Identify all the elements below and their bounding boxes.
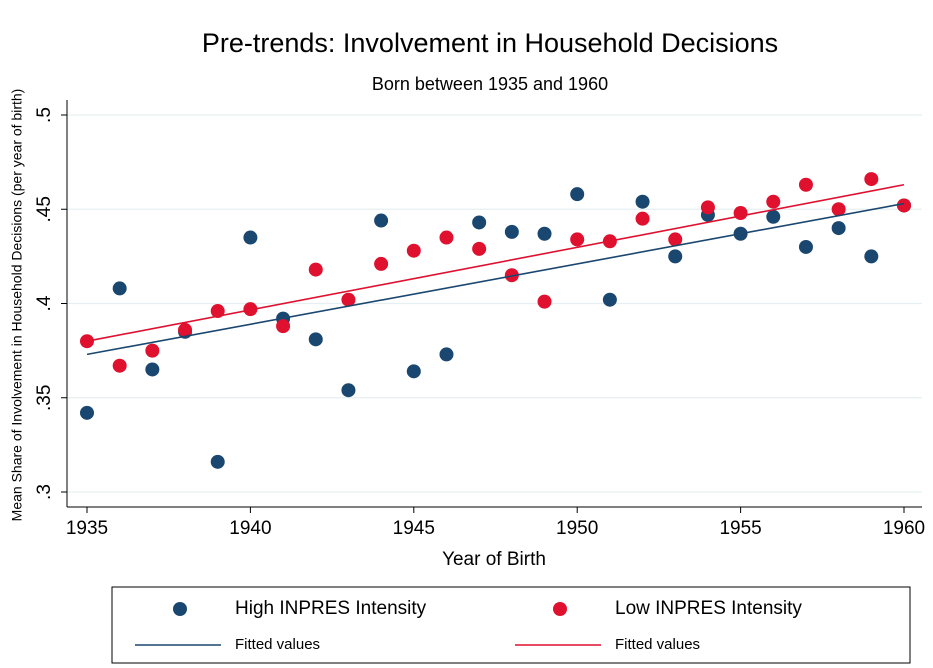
- point: [831, 202, 846, 217]
- point: [210, 304, 225, 319]
- y-tick-label: .4: [34, 295, 55, 311]
- point: [341, 292, 356, 307]
- point: [570, 187, 585, 202]
- x-tick-label: 1955: [719, 518, 761, 539]
- point: [80, 405, 94, 420]
- point: [635, 194, 650, 209]
- point: [798, 239, 813, 254]
- point: [178, 322, 193, 337]
- point: [145, 343, 160, 358]
- point: [635, 211, 650, 226]
- point: [570, 232, 585, 247]
- fit-line: [86, 183, 905, 342]
- legend-box: [111, 586, 911, 664]
- point: [439, 230, 454, 245]
- legend-marker: [553, 602, 567, 616]
- point: [864, 172, 879, 187]
- y-axis-title: Mean Share of Involvement in Household D…: [9, 89, 25, 522]
- point: [308, 262, 323, 277]
- point: [798, 177, 813, 192]
- y-tick-label: .5: [34, 107, 55, 123]
- fit-line: [86, 202, 905, 356]
- point: [374, 213, 389, 228]
- x-tick-label: 1935: [66, 518, 108, 539]
- point: [537, 226, 552, 241]
- point: [733, 206, 748, 221]
- point: [668, 232, 683, 247]
- point: [406, 364, 421, 379]
- point: [374, 256, 389, 271]
- legend-label: Low INPRES Intensity: [615, 598, 802, 619]
- chart-title: Pre-trends: Involvement in Household Dec…: [202, 28, 778, 58]
- point: [406, 243, 421, 258]
- point: [276, 319, 291, 334]
- x-axis-title: Year of Birth: [442, 549, 546, 570]
- point: [145, 362, 160, 377]
- point: [112, 358, 127, 373]
- y-tick-label: .35: [34, 385, 55, 411]
- point: [472, 215, 487, 230]
- x-tick-label: 1950: [556, 518, 598, 539]
- point: [864, 249, 879, 264]
- point: [766, 194, 781, 209]
- point: [472, 241, 487, 256]
- legend-marker: [173, 602, 187, 616]
- point: [439, 347, 454, 362]
- legend-label: Fitted values: [235, 636, 320, 653]
- x-tick-label: 1945: [393, 518, 435, 539]
- x-tick-label: 1940: [229, 518, 271, 539]
- y-tick-label: .45: [34, 196, 55, 222]
- point: [112, 281, 127, 296]
- point: [602, 292, 617, 307]
- point: [668, 249, 683, 264]
- point: [700, 200, 715, 215]
- point: [897, 198, 911, 213]
- point: [308, 332, 323, 347]
- y-tick-label: .3: [34, 484, 55, 500]
- point: [504, 224, 519, 239]
- point: [341, 383, 356, 398]
- chart-subtitle: Born between 1935 and 1960: [372, 74, 608, 94]
- legend-label: High INPRES Intensity: [235, 598, 427, 619]
- point: [766, 209, 781, 224]
- point: [537, 294, 552, 309]
- x-tick-label: 1960: [883, 518, 925, 539]
- point: [243, 230, 258, 245]
- point: [210, 454, 225, 469]
- point: [831, 221, 846, 236]
- legend-label: Fitted values: [615, 636, 700, 653]
